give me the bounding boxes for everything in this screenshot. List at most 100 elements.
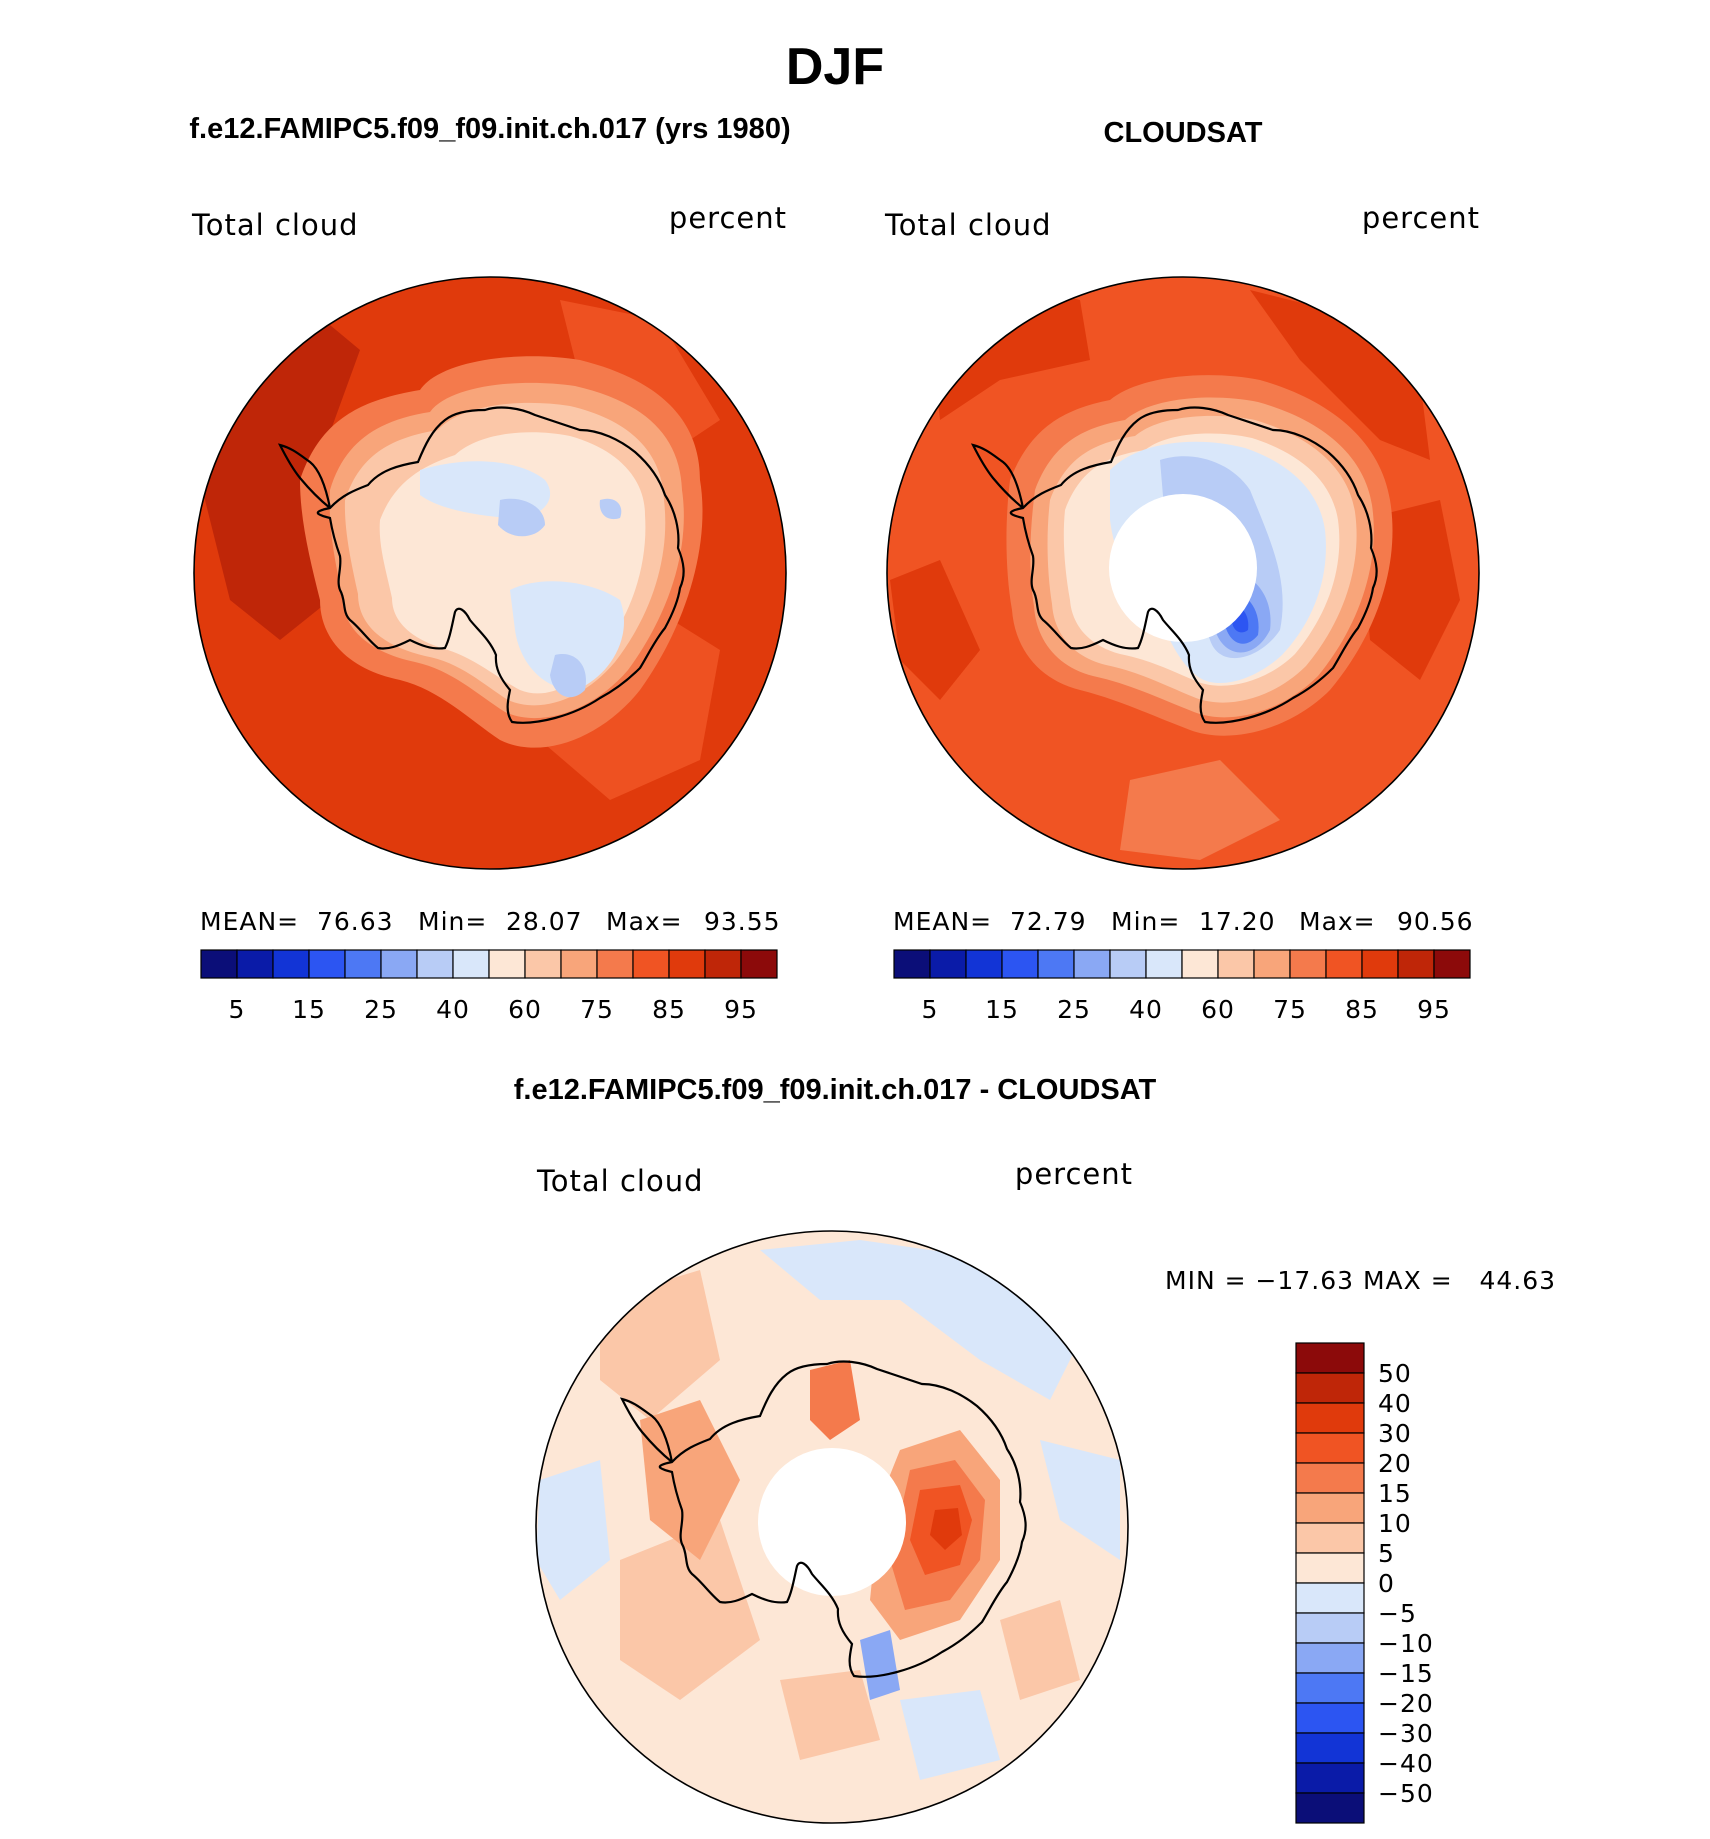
polar-map-cloudsat: [887, 277, 1479, 869]
colorbar-tick-label: 95: [1417, 995, 1451, 1024]
colorbar-swatch-11: [1289, 949, 1327, 979]
pole-hole: [1109, 494, 1257, 642]
peninsula-outline: [970, 443, 1025, 509]
positive-patch-4: [1000, 1600, 1080, 1700]
panel-cloudsat-title: CLOUDSAT: [1104, 117, 1263, 149]
colorbar-swatch-0: [200, 949, 238, 979]
colorbar-tick-label: 30: [1378, 1419, 1412, 1448]
colorbar-tick-label: 15: [1378, 1479, 1412, 1508]
colorbar-swatch-8: [488, 949, 526, 979]
panel-model-min-value: 28.07: [506, 907, 583, 936]
panel-model-mean-value: 76.63: [317, 907, 394, 936]
colorbar-tick-label: −20: [1378, 1689, 1434, 1718]
panel-difference: f.e12.FAMIPC5.f09_f09.init.ch.017 - CLOU…: [514, 1074, 1556, 1824]
positive-patch-3: [780, 1670, 880, 1760]
colorbar-swatch-13: [668, 949, 706, 979]
negative-patch-4: [900, 1690, 1000, 1780]
colorbar-tick-label: 5: [922, 995, 939, 1024]
colorbar-swatch-15: [1295, 1792, 1365, 1824]
colorbar-tick-label: 15: [292, 995, 326, 1024]
colorbar-swatch-5: [380, 949, 418, 979]
colorbar-swatch-4: [1037, 949, 1075, 979]
colorbar-swatch-13: [1295, 1732, 1365, 1764]
colorbar-tick-label: −10: [1378, 1629, 1434, 1658]
colorbar-tick-label: −15: [1378, 1659, 1434, 1688]
colorbar-tick-label: 60: [1201, 995, 1235, 1024]
colorbar-swatch-3: [308, 949, 346, 979]
polar-map-difference: [536, 1231, 1128, 1823]
peninsula-outline: [277, 443, 332, 509]
colorbar-swatch-9: [524, 949, 562, 979]
colorbar-swatch-8: [1295, 1582, 1365, 1614]
panel-model-max-label: Max=: [606, 907, 683, 936]
panel-cloudsat: CLOUDSAT Total cloud percent MEAN= 72.79: [884, 117, 1480, 1024]
colorbar-tick-label: 75: [1273, 995, 1307, 1024]
map-boundary-model: [193, 276, 787, 870]
low-cloud-patch-2: [510, 581, 624, 690]
colorbar-tick-label: 5: [1378, 1539, 1395, 1568]
colorbar-swatch-5: [1295, 1492, 1365, 1524]
colorbar-swatch-3: [1001, 949, 1039, 979]
panel-model: f.e12.FAMIPC5.f09_f09.init.ch.017 (yrs 1…: [189, 113, 790, 1024]
low-cloud-patch-3: [498, 498, 545, 537]
colorbar-tick-label: 0: [1378, 1569, 1395, 1598]
map-boundary-difference: [535, 1230, 1129, 1824]
colorbar-swatch-15: [740, 949, 778, 979]
colorbar-tick-label: 95: [724, 995, 758, 1024]
peninsula-outline: [619, 1397, 674, 1463]
colorbar-tick-label: −5: [1378, 1599, 1417, 1628]
colorbar-swatch-3: [1295, 1432, 1365, 1464]
colorbar-swatch-5: [1073, 949, 1111, 979]
panel-model-units-label: percent: [669, 201, 787, 235]
colorbar-tick-label: 85: [1345, 995, 1379, 1024]
pole-hole: [758, 1448, 906, 1596]
colorbar-tick-label: 40: [1378, 1389, 1412, 1418]
colorbar-swatch-9: [1295, 1612, 1365, 1644]
panel-model-mean-label: MEAN=: [200, 907, 299, 936]
panel-cloudsat-max-value: 90.56: [1397, 907, 1474, 936]
positive-patch-5: [640, 1400, 740, 1560]
colorbar-tick-label: 25: [1057, 995, 1091, 1024]
colorbar-tick-label: 10: [1378, 1509, 1412, 1538]
colorbar-swatch-7: [1145, 949, 1183, 979]
panel-model-title: f.e12.FAMIPC5.f09_f09.init.ch.017 (yrs 1…: [189, 113, 790, 145]
colorbar-swatch-12: [632, 949, 670, 979]
colorbar-tick-label: 75: [580, 995, 614, 1024]
panel-difference-variable-label: Total cloud: [536, 1164, 703, 1198]
colorbar-tick-label: 40: [436, 995, 470, 1024]
colorbar-swatch-14: [1295, 1762, 1365, 1794]
negative-patch-3: [536, 1460, 610, 1600]
panel-cloudsat-mean-label: MEAN=: [893, 907, 992, 936]
figure-title: DJF: [786, 38, 884, 96]
panel-cloudsat-mean-value: 72.79: [1010, 907, 1087, 936]
coastline: [658, 1360, 1027, 1678]
polar-map-model: [194, 277, 786, 869]
colorbar-swatch-1: [1295, 1372, 1365, 1404]
colorbar-swatch-6: [416, 949, 454, 979]
colorbar-model: 5 15 25 40 60 75 85 95: [200, 949, 778, 1024]
positive-patch-6: [810, 1360, 860, 1440]
colorbar-cloudsat: 5 15 25 40 60 75 85 95: [893, 949, 1471, 1024]
panel-cloudsat-max-label: Max=: [1299, 907, 1376, 936]
sector-light: [1120, 760, 1280, 860]
colorbar-swatch-0: [893, 949, 931, 979]
colorbar-swatch-6: [1295, 1522, 1365, 1554]
colorbar-tick-label: −30: [1378, 1719, 1434, 1748]
high-cloud-band-2: [1250, 290, 1430, 460]
colorbar-tick-label: 60: [508, 995, 542, 1024]
panel-difference-units-label: percent: [1015, 1157, 1133, 1191]
colorbar-swatch-10: [560, 949, 598, 979]
negative-patch-5: [860, 1630, 900, 1700]
positive-patch-10: [930, 1508, 962, 1550]
panel-cloudsat-min-value: 17.20: [1199, 907, 1276, 936]
panel-difference-minmax: MIN = −17.63 MAX = 44.63: [1165, 1266, 1556, 1295]
positive-patch-2: [620, 1520, 760, 1700]
low-cloud-patch-4: [550, 654, 586, 698]
panel-model-max-value: 93.55: [704, 907, 781, 936]
colorbar-swatch-2: [965, 949, 1003, 979]
panel-difference-title: f.e12.FAMIPC5.f09_f09.init.ch.017 - CLOU…: [514, 1074, 1157, 1106]
colorbar-tick-label: −50: [1378, 1779, 1434, 1808]
high-cloud-band-3: [890, 560, 980, 700]
colorbar-tick-label: 15: [985, 995, 1019, 1024]
coastline: [1009, 406, 1378, 724]
